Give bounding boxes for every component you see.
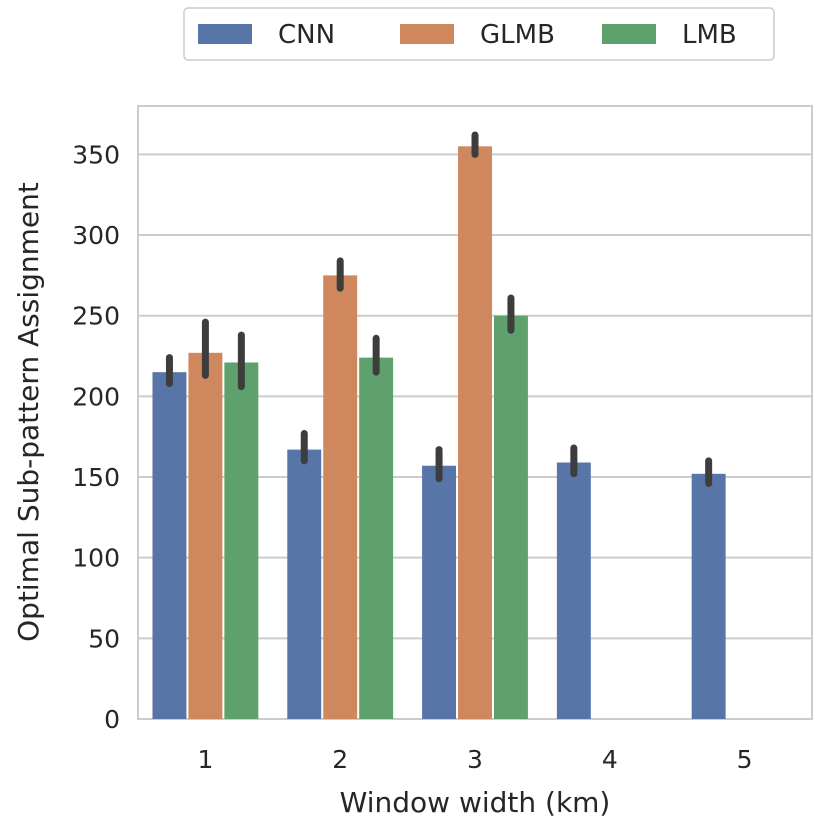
y-tick-label: 50 (88, 624, 120, 653)
x-tick-label: 1 (197, 745, 213, 774)
bar-cnn-4 (556, 462, 591, 719)
legend: CNN GLMB LMB (183, 7, 775, 61)
bar-glmb-2 (323, 275, 358, 719)
bar-cnn-5 (691, 473, 726, 719)
x-tick-label: 2 (332, 745, 348, 774)
y-axis-label: Optimal Sub-pattern Assignment (12, 182, 45, 642)
x-tick-label: 5 (737, 745, 753, 774)
legend-label-lmb: LMB (682, 20, 737, 50)
bar-glmb-3 (458, 146, 492, 719)
x-tick-label: 4 (602, 745, 618, 774)
y-tick-label: 350 (72, 140, 120, 169)
y-tick-label: 250 (72, 302, 120, 331)
x-axis-ticks: 1 2 3 4 5 (197, 745, 752, 774)
bar-cnn-3 (422, 465, 457, 719)
legend-swatch-cnn (198, 24, 252, 44)
legend-box (183, 7, 775, 61)
bar-lmb-3 (493, 315, 528, 719)
bar-cnn-1 (152, 372, 187, 719)
bars (152, 146, 726, 719)
bar-lmb-2 (359, 357, 394, 719)
y-tick-label: 300 (72, 221, 120, 250)
error-bars (165, 131, 713, 487)
bar-glmb-1 (188, 352, 223, 719)
legend-label-cnn: CNN (278, 20, 335, 50)
x-tick-label: 3 (467, 745, 483, 774)
y-tick-label: 100 (72, 544, 120, 573)
legend-swatch-lmb (602, 24, 656, 44)
y-tick-label: 150 (72, 463, 120, 492)
y-tick-label: 0 (104, 705, 120, 734)
y-axis-ticks: 0 50 100 150 200 250 300 350 (72, 140, 120, 734)
bar-cnn-2 (287, 449, 322, 719)
legend-label-glmb: GLMB (480, 20, 555, 50)
legend-swatch-glmb (400, 24, 454, 44)
bar-lmb-1 (224, 362, 259, 719)
x-axis-label: Window width (km) (340, 786, 611, 819)
y-tick-label: 200 (72, 382, 120, 411)
